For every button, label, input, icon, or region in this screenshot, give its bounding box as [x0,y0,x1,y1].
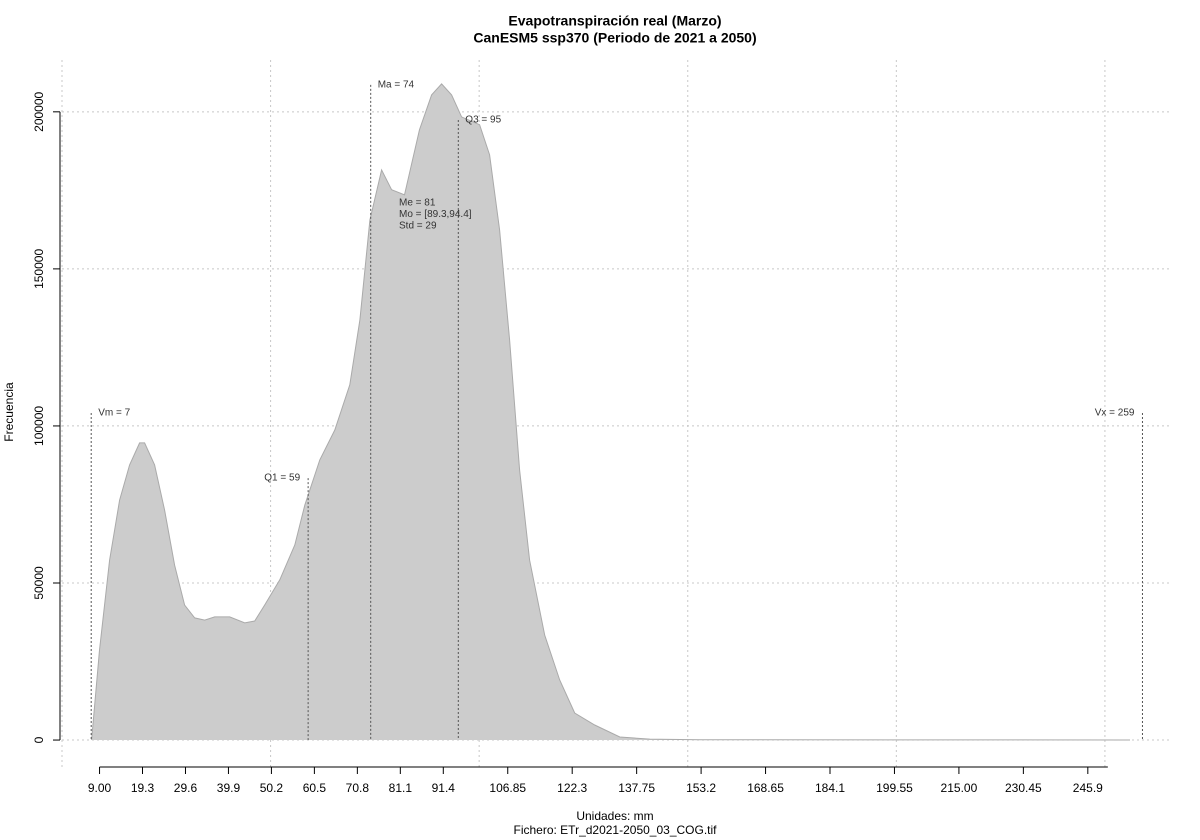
chart-title: Evapotranspiración real (Marzo) [508,13,721,29]
marker-label: Vm = 7 [98,408,130,419]
stat-note: Mo = [89.3,94.4] [399,209,472,220]
marker-label: Q1 = 59 [264,473,300,484]
x-tick-label: 70.8 [346,781,370,795]
x-tick-label: 245.9 [1073,781,1103,795]
x-tick-label: 184.1 [815,781,845,795]
marker-label: Q3 = 95 [465,115,501,126]
x-axis-label: Unidades: mm [576,809,653,823]
x-tick-label: 91.4 [432,781,456,795]
stat-note: Me = 81 [399,198,436,209]
x-tick-label: 122.3 [557,781,587,795]
y-axis-label: Frecuencia [2,382,16,442]
stat-note: Std = 29 [399,221,437,232]
x-tick-label: 29.6 [174,781,198,795]
y-tick-label: 150000 [32,249,46,289]
marker-label: Vx = 259 [1095,408,1135,419]
x-tick-label: 168.65 [747,781,784,795]
y-tick-label: 100000 [32,406,46,446]
caption: Fichero: ETr_d2021-2050_03_COG.tif [514,823,718,837]
y-tick-label: 0 [32,736,46,743]
marker-label: Ma = 74 [378,79,415,90]
x-tick-label: 106.85 [489,781,526,795]
x-tick-label: 153.2 [686,781,716,795]
x-tick-label: 19.3 [131,781,155,795]
x-tick-label: 230.45 [1005,781,1042,795]
y-tick-label: 50000 [32,566,46,600]
y-tick-label: 200000 [32,91,46,131]
x-tick-label: 39.9 [217,781,241,795]
x-tick-label: 60.5 [303,781,327,795]
x-tick-label: 81.1 [389,781,413,795]
x-tick-label: 50.2 [260,781,284,795]
density-area [91,83,1131,741]
chart-subtitle: CanESM5 ssp370 (Periodo de 2021 a 2050) [473,30,756,46]
x-tick-label: 137.75 [618,781,655,795]
x-tick-label: 199.55 [876,781,913,795]
x-tick-label: 215.00 [941,781,978,795]
x-tick-label: 9.00 [88,781,112,795]
